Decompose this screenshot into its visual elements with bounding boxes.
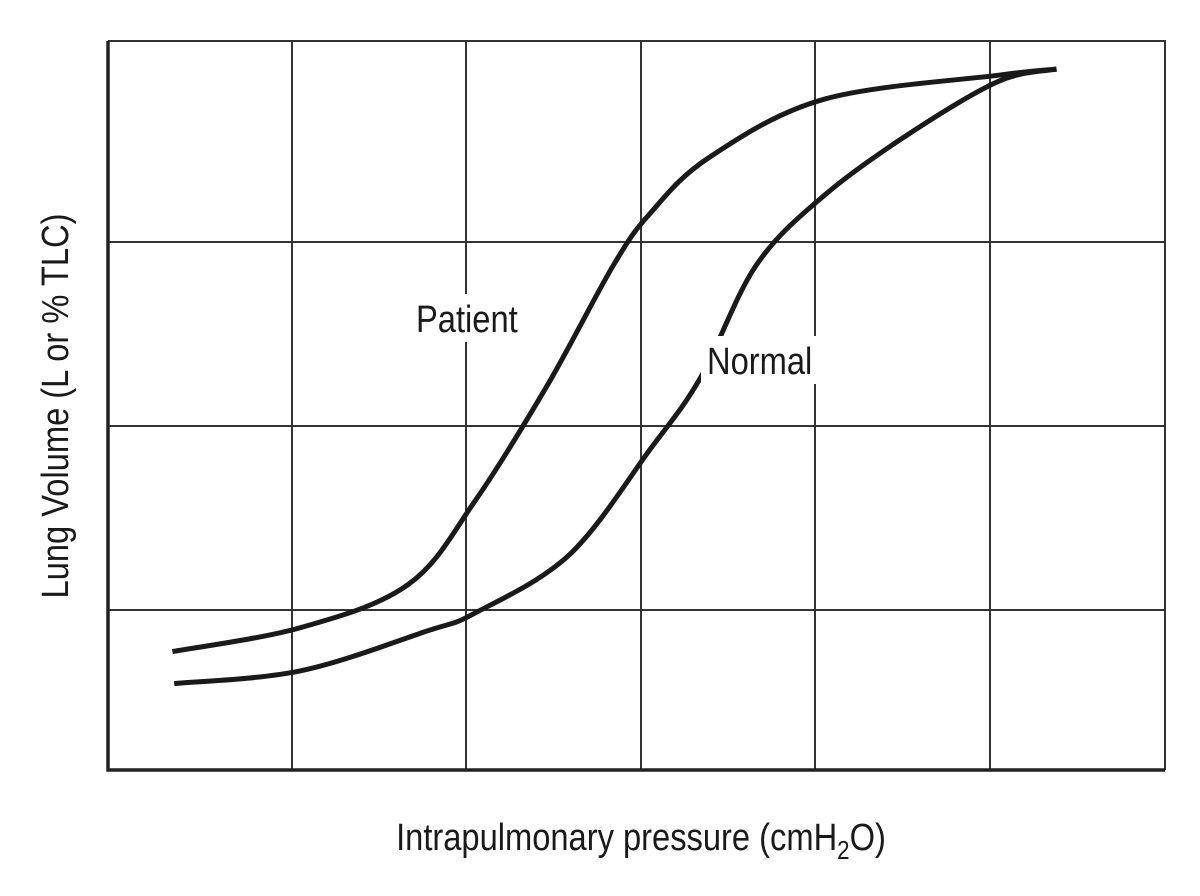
x-axis-label: Intrapulmonary pressure (cmH2O) xyxy=(396,816,886,866)
plot-border xyxy=(108,40,1166,770)
axes xyxy=(106,41,1165,772)
normal-label: Normal xyxy=(707,340,812,383)
curves xyxy=(171,66,1058,687)
normal-curve xyxy=(173,66,1058,687)
patient-curve xyxy=(171,66,1057,655)
grid-lines xyxy=(108,40,1166,770)
axis-lines xyxy=(106,41,1165,772)
y-axis-label: Lung Volume (L or % TLC) xyxy=(34,214,77,599)
patient-label: Patient xyxy=(416,298,518,341)
curve-labels: Patient Normal xyxy=(410,294,824,384)
